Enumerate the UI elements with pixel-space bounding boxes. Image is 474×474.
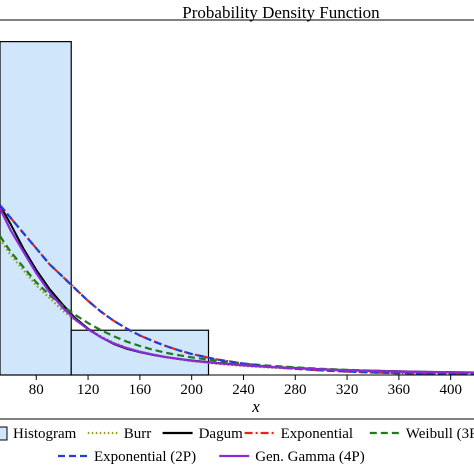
curve-exponential-2p: [0, 204, 474, 376]
x-tick-label-240: 240: [232, 382, 255, 398]
legend-label-dagum: Dagum: [199, 426, 243, 442]
histogram-bar-0: [0, 41, 72, 376]
x-tick-label-360: 360: [388, 382, 411, 398]
x-tick-label-400: 400: [439, 382, 462, 398]
x-tick-label-280: 280: [284, 382, 307, 398]
legend-label-burr: Burr: [124, 426, 152, 442]
x-tick-label-80: 80: [29, 382, 44, 398]
x-tick-label-200: 200: [180, 382, 203, 398]
legend-swatch-histogram: [0, 426, 8, 441]
x-tick-label-120: 120: [77, 382, 100, 398]
chart-title: Probability Density Function: [182, 3, 380, 22]
legend: Histogram Burr Dagum Exponential Weibull (3P…: [0, 426, 474, 465]
axes: [0, 19, 474, 376]
x-tick-label-320: 320: [336, 382, 359, 398]
x-ticks: 80 120 160 200 240 280 320 360 400: [29, 375, 462, 398]
curve-gen-gamma-4p: [0, 207, 474, 374]
legend-label-weibull-3p: Weibull (3P): [406, 426, 474, 442]
x-axis-label: x: [251, 397, 260, 416]
legend-label-histogram: Histogram: [13, 426, 77, 442]
legend-label-gen-gamma-4p: Gen. Gamma (4P): [255, 449, 365, 465]
histogram-bars: [0, 41, 210, 376]
x-tick-label-160: 160: [129, 382, 152, 398]
legend-label-exponential: Exponential: [281, 426, 353, 442]
legend-label-exponential-2p: Exponential (2P): [94, 449, 196, 465]
fitted-curves: [0, 204, 474, 376]
